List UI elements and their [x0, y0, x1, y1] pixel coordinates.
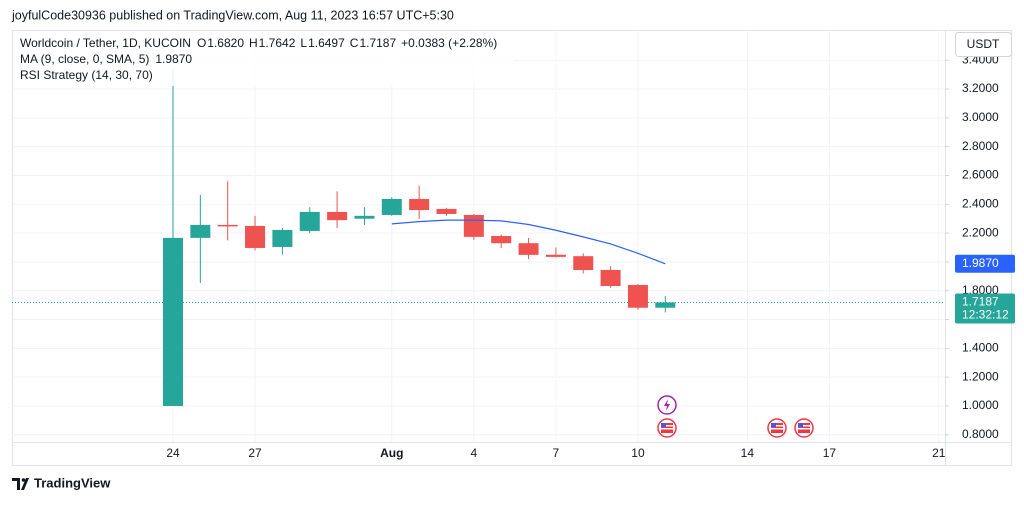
x-tick-label: 4	[471, 446, 478, 460]
currency-button[interactable]	[955, 32, 1012, 57]
candle-body	[381, 198, 402, 215]
x-tick-label: 7	[553, 446, 560, 460]
candle-body	[327, 211, 348, 221]
candle-body	[600, 269, 621, 286]
chart-frame	[12, 30, 1012, 466]
symbol: Worldcoin / Tether, 1D, KUCOIN	[20, 36, 191, 50]
x-tick-label: 27	[248, 446, 262, 460]
event-icons	[657, 395, 814, 438]
y-tick-label: 3.2000	[962, 81, 999, 95]
candle-body	[436, 208, 457, 214]
lightning	[664, 399, 670, 411]
candle-body	[518, 243, 539, 255]
candle-body	[627, 284, 648, 308]
flag-icon[interactable]	[794, 418, 814, 438]
change: +0.0383 (+2.28%)	[401, 36, 497, 50]
ohlc-key: H	[249, 36, 258, 50]
ohlc-value: 1.7642	[259, 36, 296, 50]
candle-body	[190, 224, 211, 238]
x-tick-label: 17	[823, 446, 837, 460]
last-price-label: 1.7187	[962, 295, 999, 309]
x-tick-label: 10	[631, 446, 645, 460]
countdown-label: 12:32:12	[962, 308, 1009, 322]
brand: TradingView	[34, 475, 111, 490]
ohlc-value: 1.6497	[308, 36, 345, 50]
y-tick-label: 2.6000	[962, 168, 999, 182]
footer-logo: TradingView	[12, 475, 111, 490]
y-tick-label: 2.4000	[962, 196, 999, 210]
x-tick-label: Aug	[380, 446, 403, 460]
x-tick-label: 21	[932, 446, 946, 460]
legend-backdrop	[14, 34, 514, 86]
candle-body	[299, 211, 320, 231]
ohlc-key: O	[197, 36, 206, 50]
candle-body	[655, 302, 676, 308]
candle-body	[163, 237, 183, 406]
candle-body	[463, 214, 484, 237]
y-tick-label: 1.8000	[962, 283, 999, 297]
y-tick-label: 3.0000	[962, 110, 999, 124]
indicator-name: MA (9, close, 0, SMA, 5)	[20, 52, 149, 66]
currency: USDT	[967, 37, 1000, 51]
y-tick-label: 1.0000	[962, 398, 999, 412]
plot	[12, 70, 945, 406]
candle-body	[354, 215, 375, 219]
candle-body	[245, 225, 266, 248]
candle-body	[573, 256, 594, 270]
y-tick-label: 2.8000	[962, 139, 999, 153]
candle-body	[217, 224, 238, 227]
ohlc-value: 1.7187	[359, 36, 396, 50]
candle-body	[272, 229, 293, 247]
candle-body	[409, 198, 430, 211]
x-tick-label: 24	[166, 446, 180, 460]
ohlc-key: C	[350, 36, 359, 50]
y-tick-label: 1.2000	[962, 369, 999, 383]
y-tick-label: 1.4000	[962, 341, 999, 355]
indicator-value: 1.9870	[155, 52, 192, 66]
last-price-badge	[955, 293, 1015, 324]
byline: joyfulCode30936 published on TradingView…	[11, 8, 454, 22]
candle-body	[545, 254, 566, 257]
logo-dot	[21, 478, 26, 482]
ma-badge-label: 1.9870	[962, 256, 999, 270]
y-tick-label: 0.8000	[962, 427, 999, 441]
y-tick-label: 2.2000	[962, 225, 999, 239]
ohlc-key: L	[300, 36, 307, 50]
ma-badge	[955, 254, 1015, 273]
legend: Worldcoin / Tether, 1D, KUCOIN O 1.6820 H 1.…	[14, 34, 514, 86]
strategy-name: RSI Strategy (14, 30, 70)	[20, 68, 153, 82]
x-tick-label: 14	[741, 446, 755, 460]
ma-line	[391, 219, 666, 265]
candle-body	[491, 236, 512, 244]
flag-icon[interactable]	[657, 418, 677, 438]
flag-icon[interactable]	[767, 418, 787, 438]
ohlc-value: 1.6820	[207, 36, 244, 50]
